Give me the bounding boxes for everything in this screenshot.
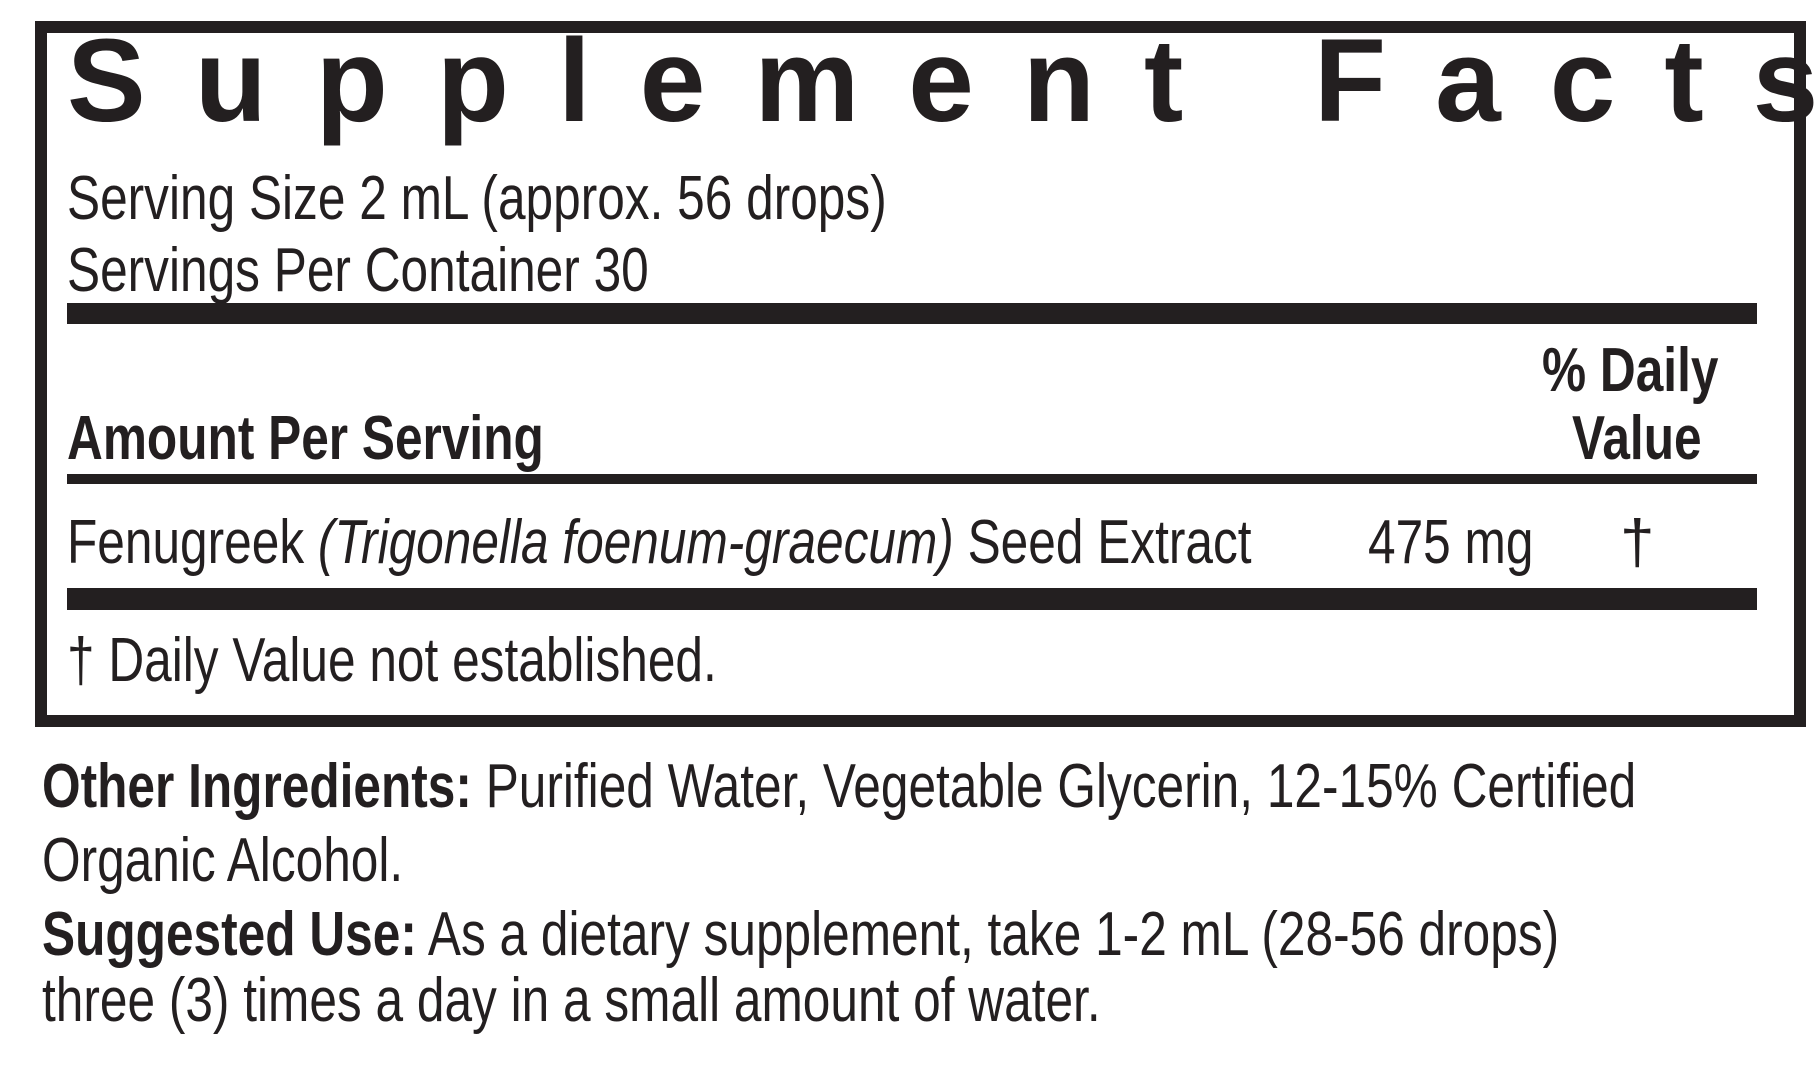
serving-size: Serving Size 2 mL (approx. 56 drops) — [67, 164, 887, 233]
ingredient-name: Fenugreek — [67, 508, 305, 577]
ingredient-amount: 475 mg — [1368, 508, 1534, 577]
amount-per-serving-header: Amount Per Serving — [67, 404, 544, 473]
suggested-use-continued: three (3) times a day in a small amount … — [42, 966, 1101, 1035]
footnote: † Daily Value not established. — [67, 626, 717, 695]
suggested-use: Suggested Use: As a dietary supplement, … — [42, 904, 1559, 966]
suggested-use-text: As a dietary supplement, take 1-2 mL (28… — [427, 900, 1560, 969]
other-ingredients-continued: Organic Alcohol. — [42, 826, 404, 895]
thick-divider — [67, 303, 1757, 324]
panel-title: Supplement Facts — [67, 15, 1815, 147]
daily-value-header-line2: Value — [1572, 404, 1702, 473]
other-ingredients: Other Ingredients: Purified Water, Veget… — [42, 756, 1636, 818]
other-ingredients-text: Purified Water, Vegetable Glycerin, 12-1… — [485, 752, 1637, 821]
ingredient-daily-value: † — [1620, 508, 1655, 577]
other-ingredients-label: Other Ingredients: — [42, 752, 472, 821]
suggested-use-label: Suggested Use: — [42, 900, 417, 969]
servings-per-container: Servings Per Container 30 — [67, 236, 649, 305]
ingredient-row: Fenugreek (Trigonella foenum-graecum) Se… — [67, 512, 1252, 574]
daily-value-header-line1: % Daily — [1542, 336, 1719, 405]
thick-divider — [67, 588, 1757, 610]
supplement-facts-panel — [35, 21, 1806, 727]
divider — [67, 474, 1757, 484]
ingredient-latin-name: (Trigonella foenum-graecum) — [317, 508, 954, 577]
ingredient-part: Seed Extract — [967, 508, 1252, 577]
